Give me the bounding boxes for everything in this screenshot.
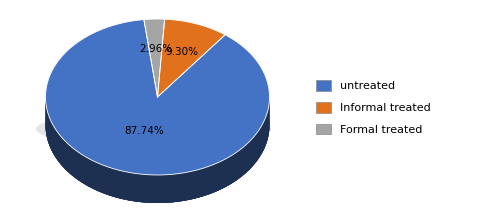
Polygon shape	[144, 20, 158, 125]
Polygon shape	[144, 19, 165, 97]
Polygon shape	[144, 20, 158, 125]
Polygon shape	[46, 47, 270, 203]
Ellipse shape	[36, 112, 271, 146]
Polygon shape	[158, 35, 225, 125]
Polygon shape	[46, 98, 270, 203]
Polygon shape	[158, 19, 164, 125]
Polygon shape	[158, 19, 164, 125]
Polygon shape	[46, 98, 270, 203]
Text: 87.74%: 87.74%	[124, 126, 164, 136]
Legend: untreated, Informal treated, Formal treated: untreated, Informal treated, Formal trea…	[316, 80, 431, 135]
Text: 2.96%: 2.96%	[139, 44, 172, 54]
Polygon shape	[46, 97, 270, 203]
Polygon shape	[46, 20, 270, 175]
Polygon shape	[158, 19, 225, 97]
Polygon shape	[158, 35, 225, 125]
Text: 9.30%: 9.30%	[165, 47, 198, 57]
